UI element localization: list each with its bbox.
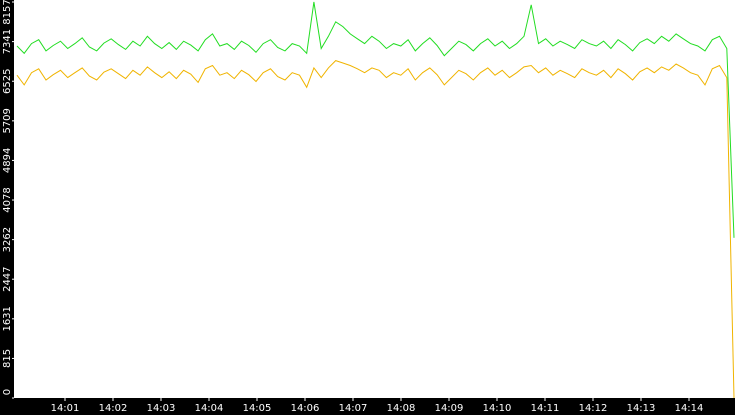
y-tick-label: 4894 [2, 148, 13, 173]
x-tick-label: 14:06 [291, 403, 320, 414]
x-tick-label: 14:04 [195, 403, 224, 414]
y-tick-label: 4078 [2, 187, 13, 212]
y-tick-label: 7341 [2, 29, 13, 54]
x-tick-label: 14:08 [387, 403, 416, 414]
x-tick-label: 14:05 [243, 403, 272, 414]
x-tick-label: 14:13 [627, 403, 656, 414]
x-tick-label: 14:12 [579, 403, 608, 414]
y-tick-label: 6525 [2, 69, 13, 94]
x-tick-label: 14:01 [51, 403, 80, 414]
x-tick-label: 14:03 [147, 403, 176, 414]
x-tick-label: 14:02 [99, 403, 128, 414]
series-line [16, 60, 735, 399]
x-tick-label: 14:11 [531, 403, 560, 414]
y-axis-strip [0, 0, 14, 415]
y-tick-label: 0 [2, 389, 13, 395]
x-tick-label: 14:10 [483, 403, 512, 414]
x-tick-label: 14:09 [435, 403, 464, 414]
x-tick-label: 14:14 [675, 403, 704, 414]
series-line [16, 1, 735, 238]
x-tick-label: 14:07 [339, 403, 368, 414]
x-axis-strip [0, 398, 735, 415]
y-tick-label: 815 [2, 349, 13, 368]
y-tick-label: 3262 [2, 227, 13, 252]
y-tick-label: 2447 [2, 266, 13, 291]
y-tick-label: 1631 [2, 306, 13, 331]
y-tick-label: 5709 [2, 108, 13, 133]
y-tick-label: 8157 [2, 0, 13, 25]
